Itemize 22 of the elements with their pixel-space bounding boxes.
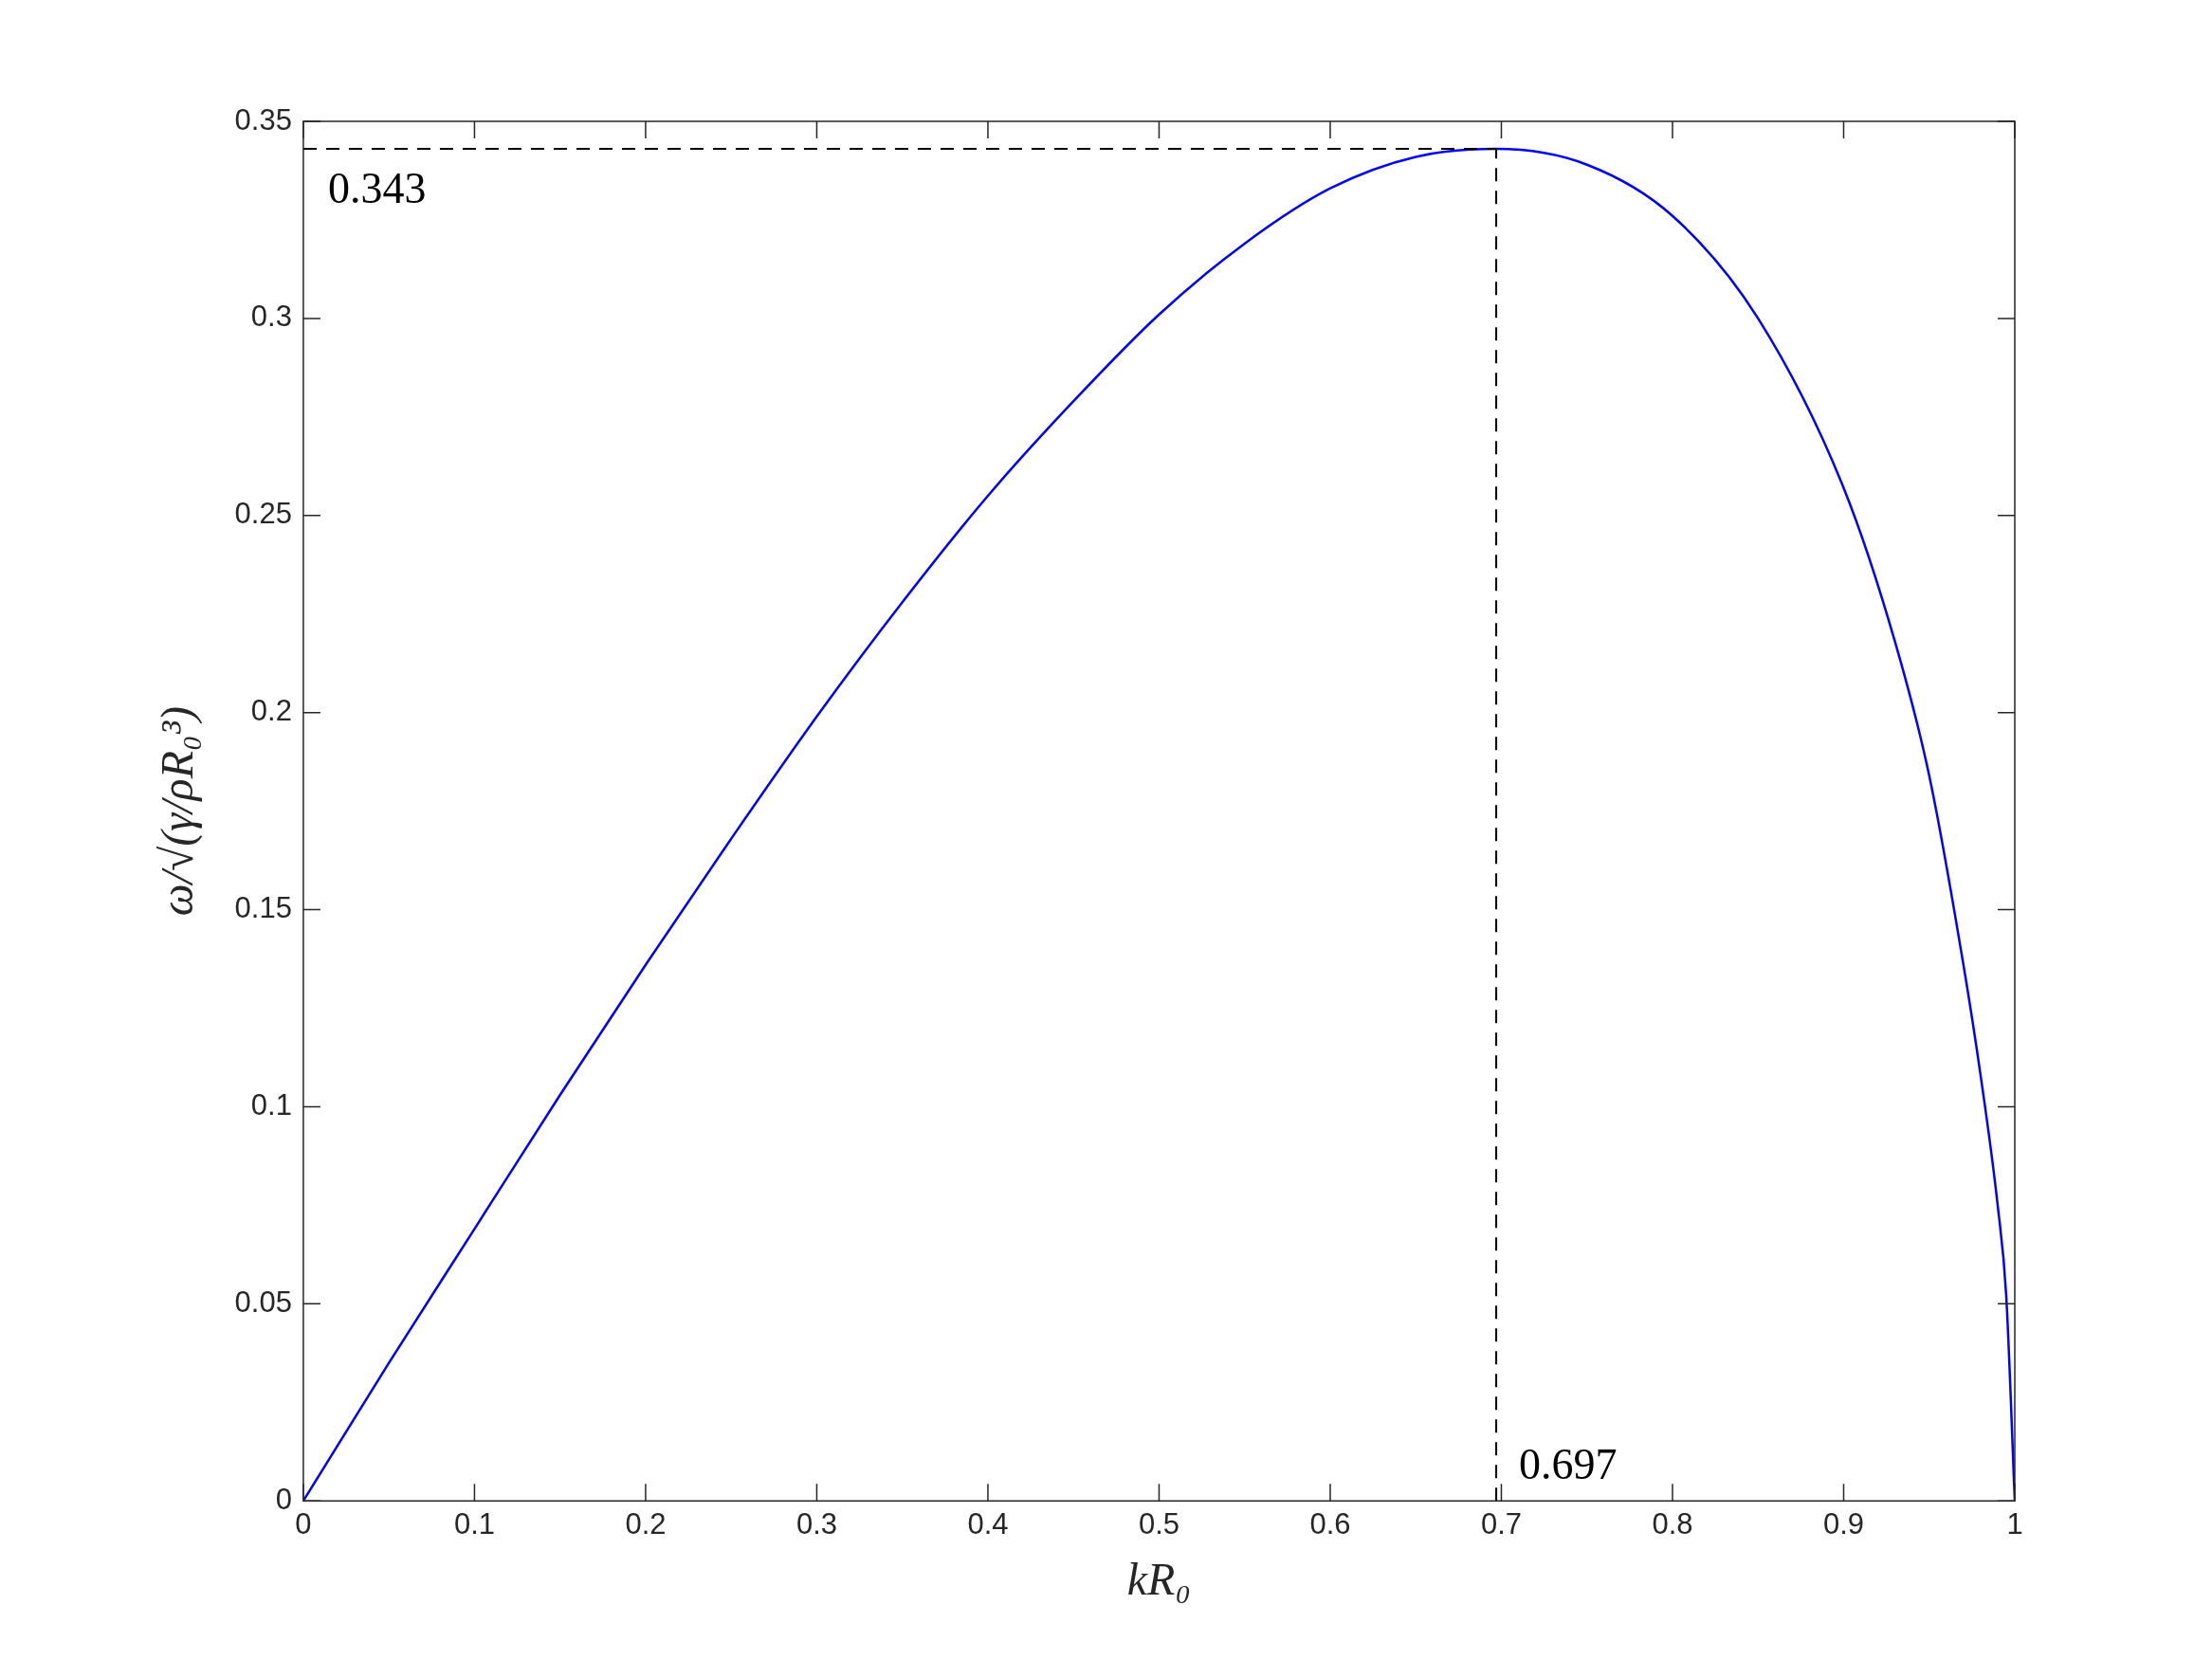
x-tick-label: 0.4: [967, 1507, 1009, 1541]
y-tick-label: 0: [275, 1482, 292, 1516]
x-tick-label: 0.7: [1480, 1507, 1523, 1541]
ref-line-label: 0.697: [1519, 1440, 1618, 1489]
y-tick-label: 0.05: [234, 1285, 292, 1319]
x-tick-label: 0.1: [453, 1507, 495, 1541]
x-tick-label: 0.8: [1652, 1507, 1693, 1541]
x-tick-label: 0.6: [1309, 1507, 1351, 1541]
y-tick-label: 0.35: [234, 102, 292, 137]
ref-line-label: 0.343: [327, 164, 427, 213]
y-tick-label: 0.15: [234, 891, 292, 925]
x-tick-label: 0.3: [795, 1507, 838, 1541]
x-tick-label: 0.2: [625, 1507, 667, 1541]
y-tick-label: 0.3: [250, 300, 292, 334]
y-tick-label: 0.2: [250, 694, 292, 728]
x-tick-label: 1: [2006, 1507, 2023, 1541]
y-axis-title: ω/√(γ/ρR₀³): [152, 705, 204, 917]
y-tick-label: 0.25: [234, 497, 292, 531]
y-tick-label: 0.1: [250, 1087, 292, 1121]
x-tick-label: 0.9: [1822, 1507, 1865, 1541]
x-axis-title: kR₀: [1126, 1553, 1192, 1604]
x-tick-label: 0.5: [1138, 1507, 1180, 1541]
